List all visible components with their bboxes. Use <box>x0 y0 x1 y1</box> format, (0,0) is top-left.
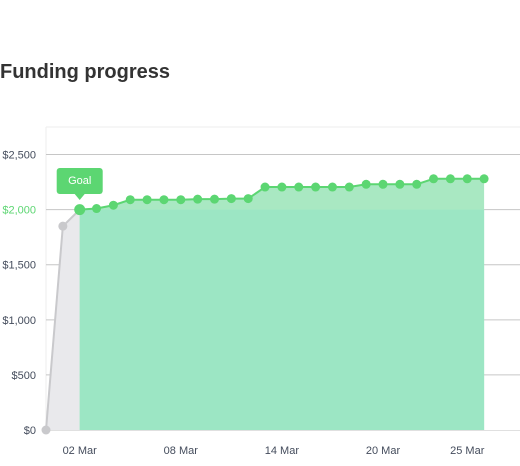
y-tick-label: $1,000 <box>2 315 36 327</box>
data-point <box>462 174 472 184</box>
chart-title: Funding progress <box>0 61 170 83</box>
data-point <box>193 194 203 204</box>
data-point <box>58 221 68 231</box>
data-point <box>344 182 354 192</box>
goal-tooltip-box <box>56 168 103 194</box>
data-point <box>108 200 118 210</box>
x-tick-label: 20 Mar <box>366 445 401 457</box>
x-tick-label: 08 Mar <box>164 445 199 457</box>
data-point <box>142 195 152 205</box>
data-point <box>41 425 51 435</box>
goal-tooltip-pointer <box>74 194 85 200</box>
goal-tooltip: Goal <box>56 168 103 200</box>
data-point <box>210 194 219 204</box>
y-tick-label: $2,500 <box>2 150 36 162</box>
data-point <box>74 204 86 216</box>
data-point <box>260 182 270 192</box>
y-axis: $0 $500 $1,000 $1,500 $2,000 $2,500 <box>2 150 36 437</box>
y-tick-label: $500 <box>12 370 36 382</box>
goal-band <box>79 209 485 430</box>
data-point <box>125 195 135 205</box>
x-tick-label: 02 Mar <box>63 445 98 457</box>
data-point <box>327 182 337 192</box>
data-point <box>294 182 304 192</box>
data-point <box>243 194 253 204</box>
data-point <box>92 204 102 214</box>
chart-areas <box>46 178 485 430</box>
data-point <box>479 174 489 184</box>
data-point <box>395 179 405 189</box>
data-point <box>226 194 236 204</box>
data-point <box>159 195 169 205</box>
data-point <box>361 179 371 189</box>
data-point <box>429 174 439 184</box>
y-tick-label: $1,500 <box>2 260 36 272</box>
x-axis: 02 Mar 08 Mar 14 Mar 20 Mar 25 Mar <box>63 445 485 457</box>
x-tick-label: 25 Mar <box>450 445 485 457</box>
data-point <box>311 182 321 192</box>
data-point <box>378 179 388 189</box>
data-point <box>176 195 186 205</box>
goal-label: Goal <box>68 175 91 187</box>
pre-goal-area <box>46 209 80 430</box>
x-tick-label: 14 Mar <box>265 445 300 457</box>
data-point <box>412 179 422 189</box>
data-point <box>445 174 455 184</box>
data-point <box>277 182 287 192</box>
y-tick-label: $2,000 <box>2 205 36 217</box>
chart-points <box>41 174 489 435</box>
y-tick-label: $0 <box>24 425 36 437</box>
